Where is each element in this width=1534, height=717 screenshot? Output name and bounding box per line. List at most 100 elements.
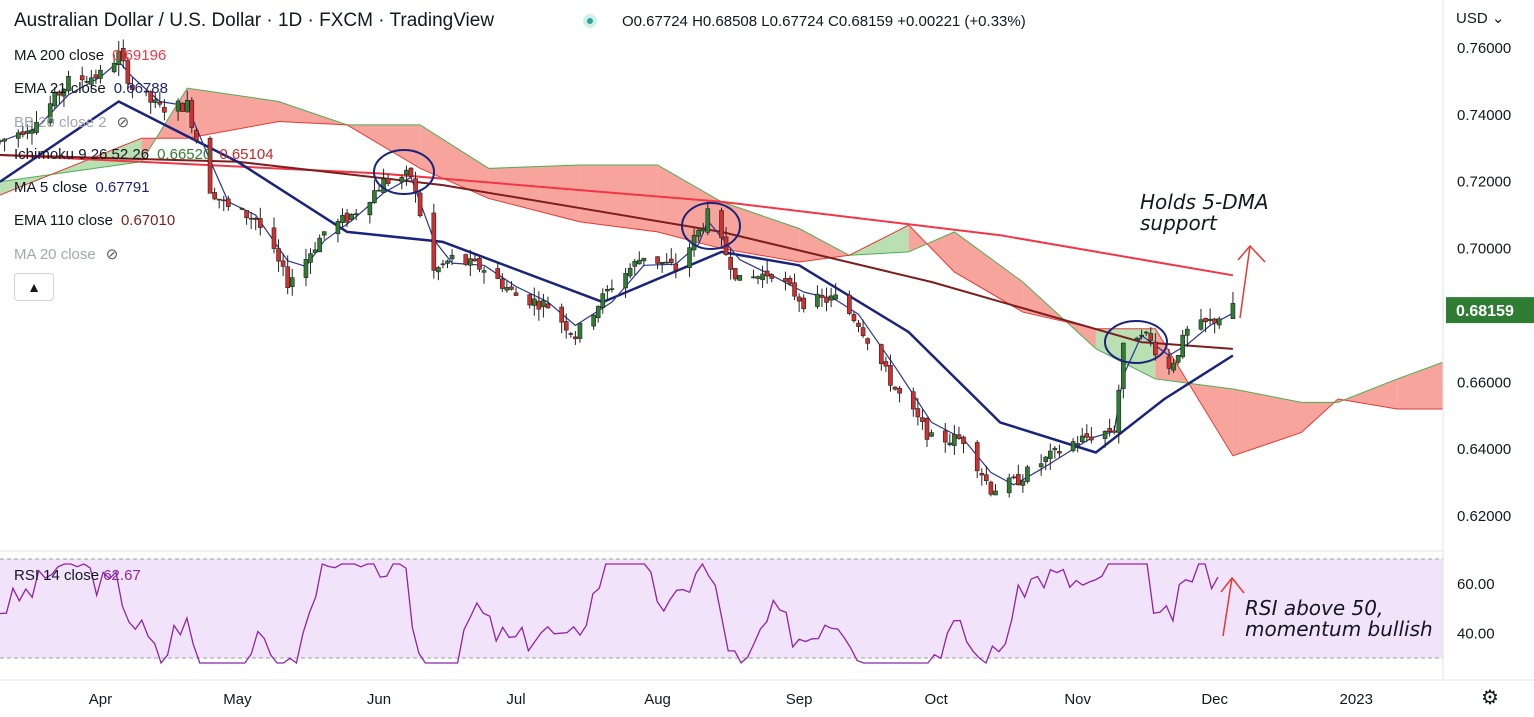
candle-body xyxy=(25,130,30,134)
legend-ema21[interactable]: EMA 21 close 0.66788 xyxy=(14,80,168,97)
candle-body xyxy=(1230,303,1236,319)
candle-body xyxy=(472,258,478,262)
candle-body xyxy=(509,286,514,290)
legend-ma20[interactable]: MA 20 close ⊘ xyxy=(14,246,119,263)
legend-ma5[interactable]: MA 5 close 0.67791 xyxy=(14,179,150,196)
candle-body xyxy=(29,129,35,134)
candle-body xyxy=(280,260,286,267)
legend-rsi[interactable]: RSI 14 close 62.67 xyxy=(14,567,141,584)
candle-body xyxy=(956,434,962,439)
candle-body xyxy=(349,213,354,220)
candle-body xyxy=(819,294,825,298)
rsi-band xyxy=(0,559,1443,658)
candle-body xyxy=(1043,456,1049,462)
eye-off-icon[interactable]: ⊘ xyxy=(105,246,119,263)
annotation-support: Holds 5-DMA support xyxy=(1140,190,1269,235)
candle-body xyxy=(1207,318,1213,321)
candle-body xyxy=(691,234,697,251)
candle-body xyxy=(468,258,473,266)
candle-body xyxy=(595,306,601,319)
candle-body xyxy=(1079,435,1085,442)
time-tick-label: 2023 xyxy=(1340,691,1373,708)
ohlc-readout: O0.67724 H0.68508 L0.67724 C0.68159 +0.0… xyxy=(622,13,1026,30)
candle-body xyxy=(194,130,199,141)
candle-body xyxy=(431,212,437,271)
candle-body xyxy=(833,294,838,300)
symbol-title[interactable]: Australian Dollar / U.S. Dollar · 1D · F… xyxy=(14,10,495,31)
candle-body xyxy=(111,62,117,73)
candle-body xyxy=(376,189,382,192)
candle-body xyxy=(993,490,998,496)
candle-body xyxy=(705,208,711,233)
time-axis: Apr May Jun Jul Aug Sep Oct Nov Dec 2023 xyxy=(0,679,1534,708)
candle-body xyxy=(1139,334,1144,337)
legend-bb[interactable]: BB 20 close 2 ⊘ xyxy=(14,114,130,131)
candle-body xyxy=(988,481,994,495)
candle-body xyxy=(541,300,546,308)
candle-body xyxy=(865,338,870,344)
rsi-tick-label: 60.00 xyxy=(1457,576,1495,593)
candle-body xyxy=(463,254,469,265)
candle-body xyxy=(559,306,564,323)
ma200-line xyxy=(0,154,1234,277)
cloud-segment xyxy=(721,201,800,262)
candle-body xyxy=(184,100,190,112)
candle-body xyxy=(162,107,167,113)
candle-body xyxy=(924,418,930,440)
candle-body xyxy=(344,212,350,223)
candle-body xyxy=(577,322,583,339)
candle-body xyxy=(445,260,450,264)
candle-body xyxy=(1198,319,1204,330)
candle-body xyxy=(253,217,259,220)
time-tick-label: Nov xyxy=(1064,691,1091,708)
candle-body xyxy=(915,408,921,418)
candle-body xyxy=(637,259,642,265)
price-tick-label: 0.64000 xyxy=(1457,441,1511,458)
candle-body xyxy=(719,210,724,239)
candle-body xyxy=(143,90,149,93)
candle-body xyxy=(1047,450,1053,459)
gear-icon[interactable]: ⚙ xyxy=(1481,687,1499,709)
candle-body xyxy=(545,303,551,309)
candle-body xyxy=(687,247,692,268)
candle-body xyxy=(531,298,537,306)
candle-body xyxy=(947,442,953,446)
chevron-up-icon[interactable]: ▲ xyxy=(14,273,54,301)
candle-body xyxy=(659,261,665,265)
price-tick-label: 0.66000 xyxy=(1457,374,1511,391)
candle-body xyxy=(847,294,852,314)
cloud-segment xyxy=(1397,362,1443,410)
candle-body xyxy=(1020,480,1026,486)
candle-body xyxy=(815,293,820,307)
candle-body xyxy=(1025,466,1030,482)
candle-body xyxy=(157,102,163,105)
candle-body xyxy=(737,275,743,281)
candle-body xyxy=(84,81,90,83)
candle-body xyxy=(0,140,3,143)
legend-ma200[interactable]: MA 200 close 0.69196 xyxy=(14,47,167,64)
time-tick-label: Oct xyxy=(924,691,948,708)
candle-body xyxy=(440,263,446,266)
candle-body xyxy=(1180,334,1186,358)
cloud-segment xyxy=(579,165,658,232)
price-axis: 0.76000 0.74000 0.72000 0.70000 0.66000 0.640… xyxy=(1442,0,1534,680)
candle-body xyxy=(303,259,309,278)
candle-body xyxy=(1016,474,1021,486)
candle-body xyxy=(1153,341,1158,356)
legend-ema110[interactable]: EMA 110 close 0.67010 xyxy=(14,212,176,229)
legend-ichimoku[interactable]: Ichimoku 9 26 52 26 0.66520 0.65104 xyxy=(14,146,274,163)
cloud-segment xyxy=(657,165,722,249)
eye-off-icon[interactable]: ⊘ xyxy=(116,114,130,131)
candle-body xyxy=(312,249,318,253)
candle-body xyxy=(527,294,533,306)
candle-body xyxy=(477,258,482,270)
currency-selector[interactable]: USD ⌄ xyxy=(1456,10,1505,27)
ichimoku-cloud xyxy=(0,87,1444,457)
candle-body xyxy=(495,268,501,279)
candle-body xyxy=(152,99,158,103)
cloud-segment xyxy=(1337,378,1398,410)
candle-body xyxy=(52,91,58,107)
candle-body xyxy=(148,91,153,103)
candle-body xyxy=(1102,430,1108,439)
